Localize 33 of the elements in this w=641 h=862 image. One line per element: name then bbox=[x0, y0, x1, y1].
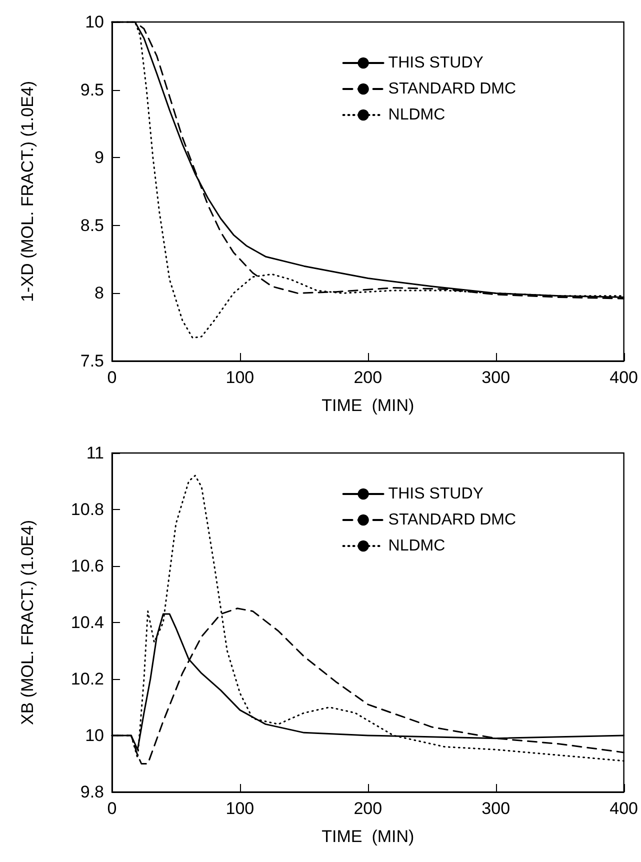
y-tick-label: 10 bbox=[85, 12, 104, 32]
x-tick-label: 100 bbox=[226, 368, 254, 387]
y-tick-label: 7.5 bbox=[80, 352, 104, 370]
x-tick-label: 300 bbox=[482, 799, 510, 818]
y-tick-label: 9.5 bbox=[80, 80, 104, 100]
x-axis-title: TIME (MIN) bbox=[322, 396, 414, 415]
y-tick-label: 8.5 bbox=[80, 216, 104, 235]
x-tick-label: 200 bbox=[354, 799, 382, 818]
legend-label: STANDARD DMC bbox=[388, 80, 516, 98]
y-tick-label: 10 bbox=[85, 726, 104, 745]
x-tick-label: 0 bbox=[107, 799, 117, 818]
y-axis-title: XB (MOL. FRACT.) (1.0E4) bbox=[18, 520, 37, 725]
legend-label: NLDMC bbox=[388, 106, 446, 124]
y-tick-label: 11 bbox=[86, 444, 104, 462]
x-axis-title: TIME (MIN) bbox=[322, 827, 414, 846]
y-tick-label: 9.8 bbox=[80, 782, 104, 802]
y-tick-label: 8 bbox=[94, 284, 104, 303]
legend-label: THIS STUDY bbox=[388, 54, 484, 72]
y-tick-label: 10.6 bbox=[70, 556, 104, 576]
y-tick-label: 9 bbox=[94, 148, 104, 168]
x-tick-label: 400 bbox=[610, 799, 638, 818]
x-tick-label: 100 bbox=[226, 799, 254, 818]
x-tick-label: 400 bbox=[610, 368, 638, 387]
y-axis-title: 1-XD (MOL. FRACT.) (1.0E4) bbox=[18, 80, 37, 302]
legend-label: THIS STUDY bbox=[388, 486, 484, 502]
y-tick-label: 10.8 bbox=[70, 500, 104, 519]
legend-label: STANDARD DMC bbox=[388, 512, 516, 528]
y-tick-label: 10.2 bbox=[70, 670, 104, 688]
x-tick-label: 200 bbox=[354, 368, 382, 387]
x-tick-label: 0 bbox=[107, 368, 117, 387]
x-tick-label: 300 bbox=[482, 368, 510, 387]
legend-label: NLDMC bbox=[388, 538, 446, 554]
y-tick-label: 10.4 bbox=[70, 613, 104, 632]
